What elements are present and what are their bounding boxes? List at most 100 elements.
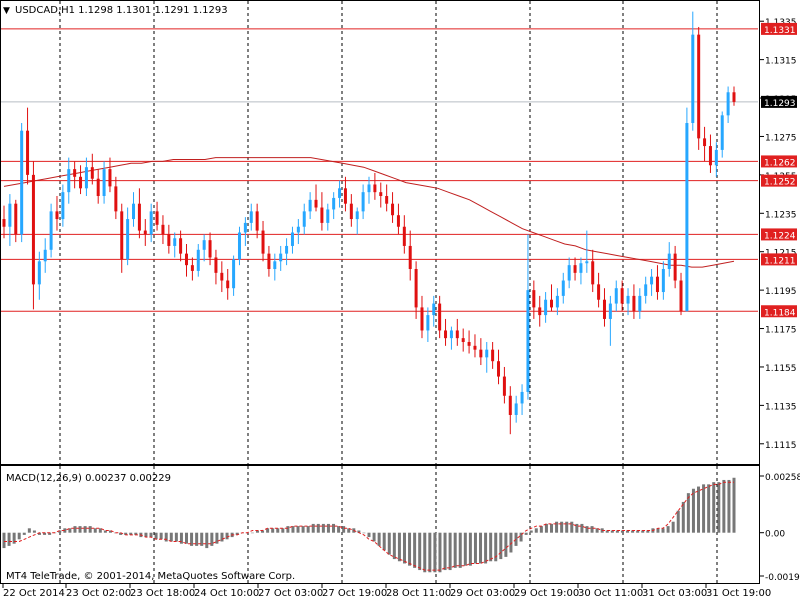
candle-body	[43, 249, 47, 262]
macd-bar	[271, 528, 275, 533]
candle-body	[73, 169, 77, 177]
macd-bar	[144, 532, 148, 538]
level-tag-label: 1.1252	[764, 178, 796, 188]
macd-bar	[78, 526, 82, 533]
macd-bar	[387, 532, 391, 555]
macd-bar	[22, 532, 26, 535]
macd-signal-layer	[4, 481, 734, 571]
time-tick-label: 31 Oct 19:00	[706, 588, 771, 599]
macd-bar	[519, 532, 523, 542]
candle-body	[502, 376, 506, 396]
level-tags: 1.1331 1.1262 1.1252 1.1224 1.1211 1.1184 1.12…	[761, 22, 797, 318]
macd-bar	[641, 530, 645, 533]
level-tag	[761, 155, 797, 168]
macd-bar	[605, 530, 609, 533]
macd-tick-label: 0.00	[765, 530, 785, 540]
macd-bar	[332, 523, 336, 533]
macd-bar	[195, 532, 199, 546]
candle-body	[90, 167, 94, 179]
macd-bar	[590, 526, 594, 533]
macd-bar	[43, 532, 47, 535]
time-tick-label: 29 Oct 03:00	[450, 588, 515, 599]
candle-body	[555, 295, 559, 308]
candles-layer	[2, 11, 736, 435]
candle-body	[508, 395, 512, 415]
macd-bar	[529, 530, 533, 533]
time-tick-label: 30 Oct 11:00	[578, 588, 643, 599]
candle-body	[102, 169, 106, 197]
macd-histogram	[2, 477, 736, 573]
macd-bar	[666, 526, 670, 533]
candle-body	[79, 176, 83, 189]
macd-bar	[382, 532, 386, 551]
macd-bar	[2, 532, 6, 549]
macd-bar	[392, 532, 396, 560]
macd-bar	[215, 532, 219, 544]
macd-bar	[448, 532, 452, 571]
macd-bar	[357, 530, 361, 533]
macd-pane-frame	[0, 465, 760, 584]
macd-bar	[691, 488, 695, 533]
macd-bar	[98, 528, 102, 533]
candle-body	[391, 203, 395, 216]
candle-body	[491, 349, 495, 362]
macd-bar	[671, 521, 675, 533]
candle-body	[308, 199, 312, 212]
candle-body	[561, 280, 565, 296]
time-tick-label: 29 Oct 19:00	[514, 588, 579, 599]
vertical-grid	[59, 1, 718, 583]
candle-body	[84, 167, 88, 189]
candle-body	[226, 280, 230, 289]
candle-body	[173, 238, 177, 246]
candle-body	[661, 268, 665, 293]
price-tick-label: 1.1175	[765, 326, 797, 336]
candle-body	[479, 349, 483, 358]
candle-body	[126, 219, 130, 260]
macd-bar	[727, 479, 731, 533]
macd-bar	[509, 532, 513, 553]
candle-body	[214, 257, 218, 273]
candle-body	[697, 34, 701, 139]
candle-body	[526, 290, 530, 392]
macd-bar	[565, 521, 569, 533]
candle-body	[361, 192, 365, 212]
current-price-tag	[761, 95, 797, 108]
candle-body	[626, 295, 630, 304]
price-tick-label: 1.1155	[765, 364, 797, 374]
candle-body	[249, 211, 253, 223]
candle-body	[49, 211, 53, 250]
macd-bar	[88, 526, 92, 533]
window-menu-arrow-icon[interactable]: ▼	[3, 6, 10, 16]
candle-body	[143, 230, 147, 235]
candle-body	[285, 245, 289, 254]
macd-bar	[48, 532, 52, 535]
candle-body	[108, 169, 112, 187]
candle-body	[602, 299, 606, 319]
macd-bar	[164, 532, 168, 542]
candle-body	[61, 192, 65, 220]
time-tick-label: 31 Oct 03:00	[642, 588, 707, 599]
macd-bar	[37, 532, 41, 535]
candle-body	[532, 290, 536, 308]
macd-bar	[484, 532, 488, 564]
candle-body	[232, 259, 236, 289]
candle-body	[703, 138, 707, 147]
candle-body	[449, 330, 453, 339]
macd-bar	[276, 528, 280, 533]
candle-body	[585, 261, 589, 264]
macd-bar	[103, 530, 107, 533]
level-tag	[761, 22, 797, 35]
macd-bar	[124, 532, 128, 535]
macd-bar	[661, 528, 665, 533]
macd-tick-label: -0.00197	[765, 573, 800, 583]
macd-bar	[722, 479, 726, 533]
macd-bar	[301, 526, 305, 533]
candle-body	[237, 232, 241, 260]
macd-bar	[7, 532, 11, 546]
macd-bar	[316, 523, 320, 533]
macd-bar	[479, 532, 483, 564]
candle-body	[220, 272, 224, 281]
macd-signal-line	[4, 481, 734, 571]
macd-bar	[255, 530, 259, 533]
